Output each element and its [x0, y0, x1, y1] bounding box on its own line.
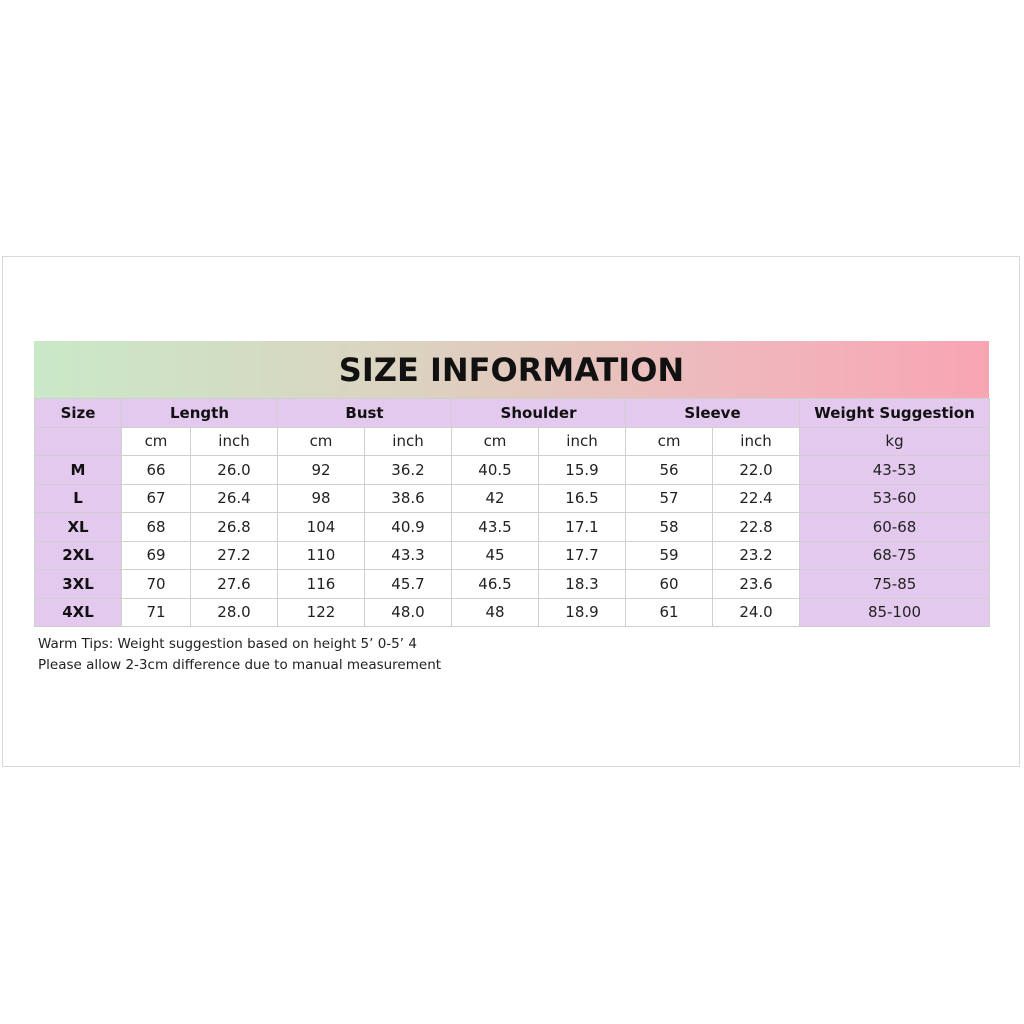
table-cell: 43.5: [451, 512, 539, 542]
table-cell: 23.6: [712, 569, 801, 599]
note: Please allow 2-3cm difference due to man…: [38, 657, 442, 673]
table-cell: 70: [121, 569, 191, 599]
table-cell: 45: [451, 540, 539, 570]
table-cell: 58: [625, 512, 714, 542]
table-cell: 18.3: [537, 569, 627, 599]
table-cell: inch: [190, 426, 278, 456]
table-cell: 22.4: [712, 483, 801, 513]
table-cell: 22.0: [712, 455, 801, 485]
table-cell: 59: [625, 540, 714, 570]
table-cell: L: [34, 483, 122, 513]
table-cell: 56: [625, 455, 714, 485]
table-cell: 27.6: [190, 569, 278, 599]
table-cell: [34, 426, 122, 456]
table-row: M 66 26.0 92 36.2 40.5 15.9 56 22.0 43-53: [34, 455, 991, 485]
table-cell: M: [34, 455, 122, 485]
table-cell: 42: [451, 483, 539, 513]
table-cell: 57: [625, 483, 714, 513]
table-cell: 27.2: [190, 540, 278, 570]
table-cell: 116: [277, 569, 365, 599]
table-cell: 61: [625, 597, 714, 627]
table-cell: 28.0: [190, 597, 278, 627]
table-cell: 67: [121, 483, 191, 513]
table-cell: Size: [34, 398, 122, 428]
table-cell: 26.4: [190, 483, 278, 513]
table-cell: cm: [277, 426, 365, 456]
table-cell: 40.5: [451, 455, 539, 485]
size-table: Size Length Bust Shoulder Sleeve Weight Sugge…: [34, 398, 991, 627]
table-cell: 22.8: [712, 512, 801, 542]
table-cell: 38.6: [364, 483, 452, 513]
table-cell: 71: [121, 597, 191, 627]
table-cell: 26.0: [190, 455, 278, 485]
table-cell: cm: [625, 426, 714, 456]
table-row: 4XL 71 28.0 122 48.0 48 18.9 61 24.0 85-100: [34, 597, 991, 627]
table-cell: cm: [121, 426, 191, 456]
table-cell: cm: [451, 426, 539, 456]
table-cell: Sleeve: [625, 398, 801, 428]
table-row: L 67 26.4 98 38.6 42 16.5 57 22.4 53-60: [34, 483, 991, 513]
table-row: Size Length Bust Shoulder Sleeve Weight Sugge…: [34, 398, 991, 428]
table-cell: 68-75: [799, 540, 991, 570]
table-cell: 92: [277, 455, 365, 485]
table-cell: XL: [34, 512, 122, 542]
table-cell: 60-68: [799, 512, 991, 542]
frame: [2, 256, 1020, 767]
table-cell: 85-100: [799, 597, 991, 627]
table-cell: 15.9: [537, 455, 627, 485]
table-cell: 48.0: [364, 597, 452, 627]
table-cell: 66: [121, 455, 191, 485]
table-cell: 4XL: [34, 597, 122, 627]
table-cell: Shoulder: [450, 398, 627, 428]
table-row: XL 68 26.8 104 40.9 43.5 17.1 58 22.8 60-68: [34, 512, 991, 542]
table-cell: 69: [121, 540, 191, 570]
table-cell: kg: [799, 426, 991, 456]
table-cell: 18.9: [537, 597, 627, 627]
table-cell: 60: [625, 569, 714, 599]
table-cell: 17.7: [537, 540, 627, 570]
table-cell: 2XL: [34, 540, 122, 570]
table-cell: 43-53: [799, 455, 991, 485]
table-cell: Bust: [277, 398, 452, 428]
table-cell: 43.3: [364, 540, 452, 570]
table-row: 2XL 69 27.2 110 43.3 45 17.7 59 23.2 68-75: [34, 540, 991, 570]
table-cell: 104: [277, 512, 365, 542]
table-cell: 45.7: [364, 569, 452, 599]
table-cell: inch: [712, 426, 801, 456]
table-cell: 98: [277, 483, 365, 513]
table-cell: inch: [364, 426, 452, 456]
table-cell: 122: [277, 597, 365, 627]
table-cell: 110: [277, 540, 365, 570]
table-cell: 16.5: [537, 483, 627, 513]
table-cell: 26.8: [190, 512, 278, 542]
table-cell: 68: [121, 512, 191, 542]
table-cell: Length: [121, 398, 278, 428]
table-cell: 46.5: [451, 569, 539, 599]
table-cell: inch: [537, 426, 627, 456]
table-cell: 75-85: [799, 569, 991, 599]
table-cell: 24.0: [712, 597, 801, 627]
table-cell: 40.9: [364, 512, 452, 542]
table-row: cm inch cm inch cm inch cm inch kg: [34, 426, 991, 456]
table-row: 3XL 70 27.6 116 45.7 46.5 18.3 60 23.6 75-85: [34, 569, 991, 599]
table-cell: 48: [451, 597, 539, 627]
table-cell: 17.1: [537, 512, 627, 542]
note: Warm Tips: Weight suggestion based on he…: [38, 636, 417, 652]
table-cell: 53-60: [799, 483, 991, 513]
title: SIZE INFORMATION: [34, 341, 989, 398]
table-cell: 36.2: [364, 455, 452, 485]
table-cell: 3XL: [34, 569, 122, 599]
table-cell: 23.2: [712, 540, 801, 570]
table-cell: Weight Suggestion: [799, 398, 991, 428]
